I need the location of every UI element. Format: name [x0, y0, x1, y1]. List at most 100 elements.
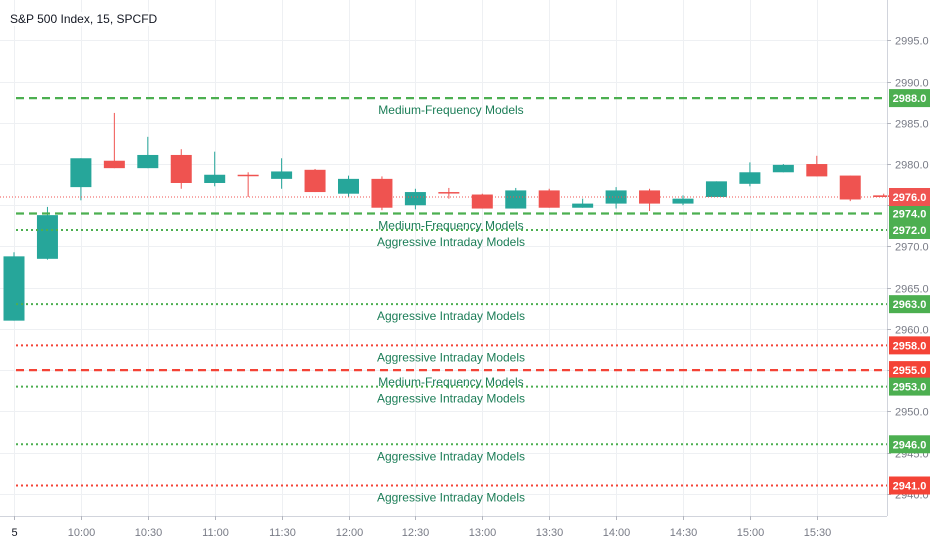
candle[interactable]: [605, 187, 627, 209]
x-tick-label: 5: [11, 527, 17, 539]
candle-body: [404, 192, 426, 206]
x-tick-label: 11:30: [269, 527, 296, 539]
level-line[interactable]: Aggressive Intraday Models: [16, 484, 887, 505]
candle-body: [3, 256, 25, 321]
candle[interactable]: [572, 198, 594, 208]
candle[interactable]: [538, 188, 560, 208]
candle-body: [271, 171, 293, 179]
price-badge: 2972.0: [889, 220, 930, 239]
price-badge-bg: [889, 204, 930, 223]
candle-body: [103, 160, 125, 169]
candle[interactable]: [204, 151, 226, 187]
price-badge: 2955.0: [889, 361, 930, 380]
candle[interactable]: [338, 175, 359, 198]
candle-body: [505, 190, 527, 209]
candle-body: [538, 190, 560, 208]
candle[interactable]: [672, 195, 694, 206]
candle-body: [438, 192, 460, 194]
level-label: Aggressive Intraday Models: [377, 392, 525, 406]
x-tick-label: 14:30: [670, 527, 698, 539]
y-tick-label: 2960.0: [895, 325, 929, 337]
y-tick-label: 2950.0: [895, 407, 929, 419]
candle[interactable]: [839, 175, 861, 202]
price-badge-bg: [889, 377, 930, 396]
candle[interactable]: [304, 168, 326, 193]
x-tick-label: 15:30: [804, 527, 832, 539]
candle[interactable]: [806, 155, 828, 177]
time-axis[interactable]: 5 10:00 10:30 11:00 11:30 12:00 12:30 13:00 13:3…: [11, 516, 831, 539]
level-line[interactable]: Medium-Frequency Models: [16, 96, 887, 117]
candle[interactable]: [137, 136, 159, 169]
candle-body: [70, 158, 92, 188]
x-tick-label: 12:00: [336, 527, 364, 539]
candle[interactable]: [471, 193, 493, 209]
candle[interactable]: [873, 193, 895, 198]
price-badge-bg: [889, 476, 930, 495]
candle-body: [672, 198, 694, 204]
plot-background: [0, 0, 887, 516]
price-badge-label: 2946.0: [893, 439, 927, 451]
candle[interactable]: [705, 181, 727, 198]
candle-body: [772, 164, 794, 173]
y-tick-label: 2965.0: [895, 284, 929, 296]
candle-body: [371, 178, 393, 208]
candle[interactable]: [70, 158, 92, 201]
last-price-badge: 2976.0: [889, 188, 930, 207]
level-line[interactable]: Aggressive Intraday Models: [16, 385, 887, 406]
price-badge: 2988.0: [889, 89, 930, 108]
candle-body: [639, 190, 661, 204]
level-lines[interactable]: Medium-Frequency ModelsMedium-Frequency …: [16, 96, 887, 505]
price-badge: 2958.0: [889, 336, 930, 355]
candle[interactable]: [36, 206, 58, 260]
candle[interactable]: [438, 187, 460, 199]
x-tick-label: 13:00: [469, 527, 497, 539]
level-line[interactable]: Aggressive Intraday Models: [16, 443, 887, 463]
price-badge-bg: [889, 361, 930, 380]
price-badge-label: 2941.0: [893, 481, 927, 493]
x-tick-label: 10:00: [68, 527, 96, 539]
candle[interactable]: [170, 149, 192, 189]
x-tick-label: 14:00: [603, 527, 631, 539]
level-line[interactable]: Aggressive Intraday Models: [16, 344, 887, 364]
y-tick-label: 2990.0: [895, 78, 929, 90]
candles[interactable]: [3, 112, 895, 321]
price-axis-labels: 2988.0 2974.0 2972.0 2963.0 2958.0 2955.0 2953…: [889, 89, 930, 495]
price-badge: 2941.0: [889, 476, 930, 495]
candle[interactable]: [103, 112, 125, 169]
x-tick-label: 13:30: [536, 527, 564, 539]
candle[interactable]: [639, 188, 661, 212]
level-line[interactable]: Aggressive Intraday Models: [16, 228, 887, 249]
x-tick-label: 11:00: [202, 527, 229, 539]
x-tick-label: 12:30: [402, 527, 430, 539]
price-badge-label: 2955.0: [893, 365, 927, 377]
candle-body: [806, 164, 828, 177]
y-tick-label: 2995.0: [895, 36, 929, 48]
y-tick-label: 2980.0: [895, 160, 929, 172]
candle[interactable]: [237, 172, 259, 198]
candle[interactable]: [371, 176, 393, 211]
price-badge-label: 2963.0: [893, 299, 927, 311]
price-badge-bg: [889, 220, 930, 239]
level-label: Aggressive Intraday Models: [377, 309, 525, 323]
candle[interactable]: [505, 187, 527, 209]
candle[interactable]: [772, 164, 794, 173]
candle[interactable]: [271, 158, 293, 189]
chart-ticker-label: S&P 500 Index, 15, SPCFD: [8, 12, 160, 26]
level-line[interactable]: Aggressive Intraday Models: [16, 303, 887, 323]
price-badge: 2946.0: [889, 435, 930, 454]
price-badge-label: 2958.0: [893, 340, 927, 352]
price-badge: 2953.0: [889, 377, 930, 396]
candle[interactable]: [3, 252, 25, 321]
price-badge: 2963.0: [889, 295, 930, 314]
price-badge-bg: [889, 336, 930, 355]
candle-body: [873, 195, 895, 198]
candle-body: [137, 154, 159, 169]
candle[interactable]: [739, 162, 761, 187]
candle[interactable]: [404, 188, 426, 210]
candle-body: [705, 181, 727, 198]
candle-body: [839, 175, 861, 200]
last-price-badge-bg: [889, 188, 930, 207]
candle-body: [471, 194, 493, 209]
price-badge-label: 2988.0: [893, 93, 927, 105]
